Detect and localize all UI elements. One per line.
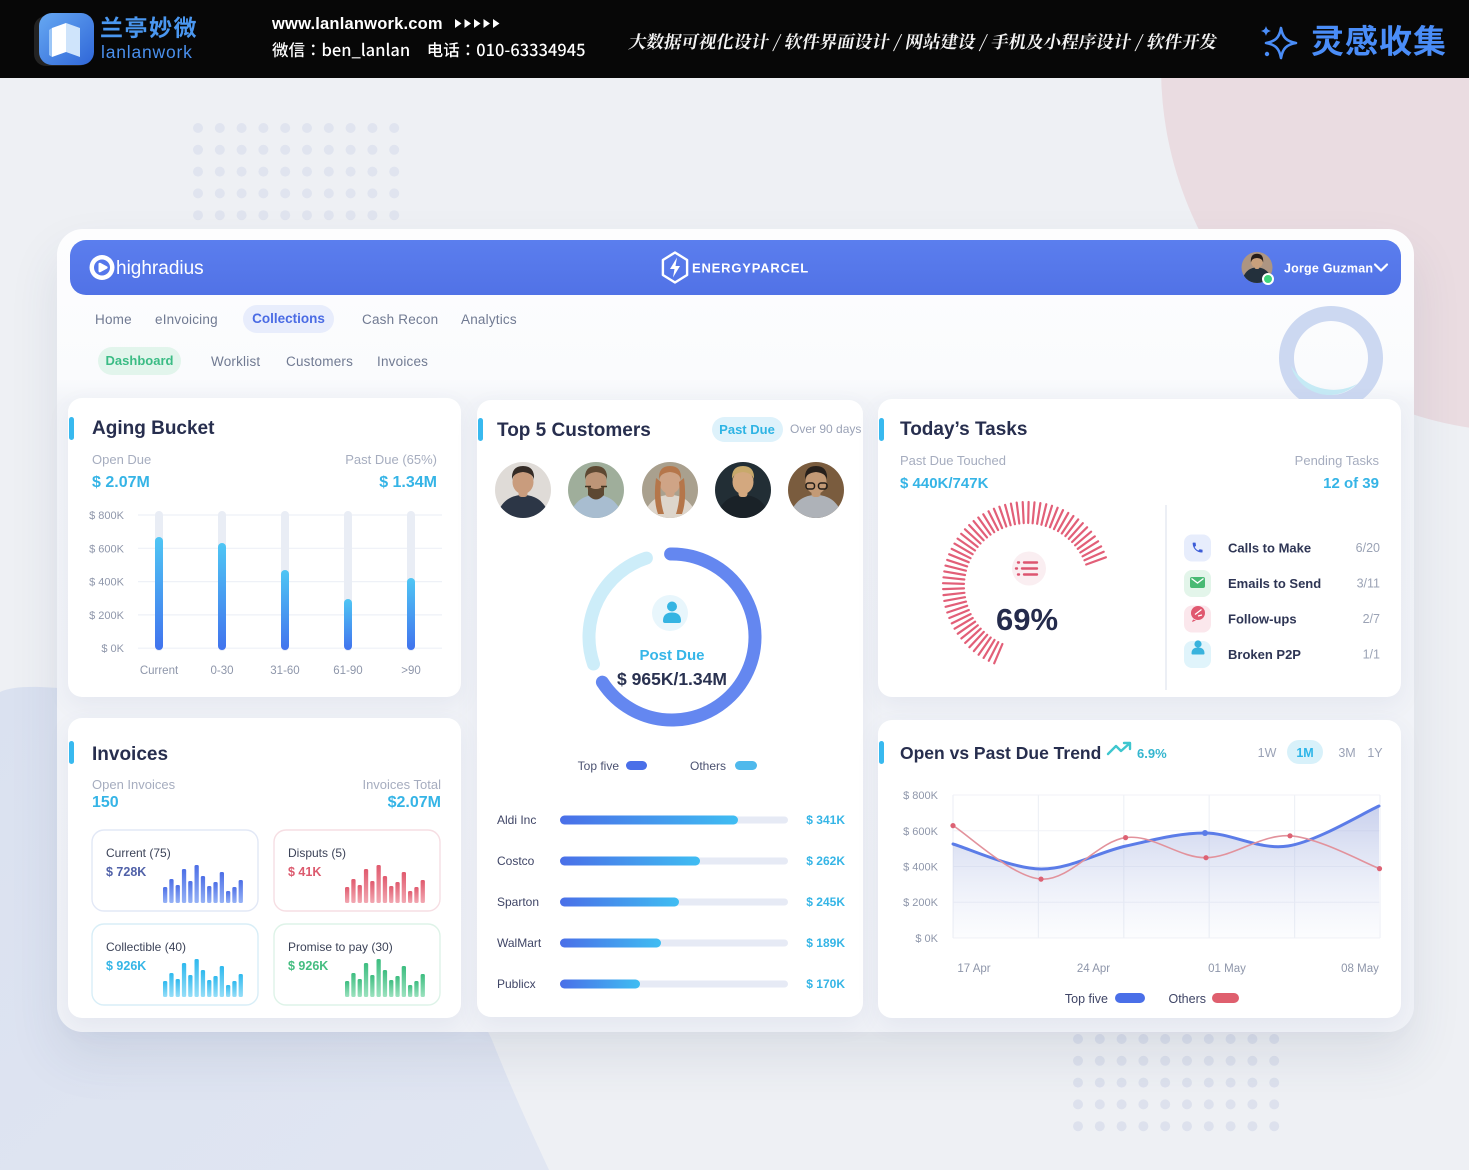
svg-text:Calls to Make: Calls to Make (1228, 541, 1311, 556)
svg-text:Top five: Top five (578, 759, 620, 773)
svg-text:69%: 69% (996, 602, 1058, 637)
svg-text:Disputs (5): Disputs (5) (288, 846, 346, 860)
svg-text:31-60: 31-60 (270, 665, 299, 677)
svg-text:$ 189K: $ 189K (806, 936, 845, 950)
svg-text:lanlanwork: lanlanwork (101, 42, 193, 62)
svg-text:Publicx: Publicx (497, 977, 536, 991)
svg-text:Over 90 days: Over 90 days (790, 422, 861, 436)
svg-text:$ 262K: $ 262K (806, 854, 845, 868)
svg-text:Current: Current (140, 665, 179, 677)
svg-text:$ 200K: $ 200K (89, 610, 125, 622)
svg-text:Emails to Send: Emails to Send (1228, 576, 1321, 591)
svg-text:2/7: 2/7 (1363, 612, 1380, 626)
svg-text:Post Due: Post Due (639, 647, 704, 664)
svg-text:$ 200K: $ 200K (903, 897, 939, 909)
svg-text:Follow-ups: Follow-ups (1228, 612, 1297, 627)
svg-text:$ 400K: $ 400K (89, 577, 125, 589)
svg-text:$ 600K: $ 600K (903, 826, 939, 838)
svg-text:Top five: Top five (1065, 992, 1108, 1006)
svg-text:17 Apr: 17 Apr (957, 963, 990, 975)
svg-text:$ 926K: $ 926K (106, 959, 146, 973)
svg-text:Invoices: Invoices (92, 744, 168, 765)
svg-text:$ 400K: $ 400K (903, 862, 939, 874)
svg-text:$ 440K/747K: $ 440K/747K (900, 475, 989, 492)
svg-text:$ 600K: $ 600K (89, 543, 125, 555)
svg-text:$2.07M: $2.07M (388, 794, 441, 811)
svg-text:$ 341K: $ 341K (806, 813, 845, 827)
svg-text:$ 0K: $ 0K (101, 643, 124, 655)
svg-text:Broken P2P: Broken P2P (1228, 647, 1301, 662)
svg-text:$ 245K: $ 245K (806, 895, 845, 909)
svg-text:Top 5 Customers: Top 5 Customers (497, 420, 651, 441)
svg-text:Sparton: Sparton (497, 895, 539, 909)
svg-text:Aging Bucket: Aging Bucket (92, 418, 215, 439)
svg-text:Invoices Total: Invoices Total (362, 777, 441, 792)
svg-text:Past Due Touched: Past Due Touched (900, 453, 1006, 468)
svg-text:1/1: 1/1 (1363, 648, 1380, 662)
svg-text:$ 800K: $ 800K (89, 510, 125, 522)
svg-text:$ 41K: $ 41K (288, 865, 321, 879)
svg-text:Others: Others (1168, 992, 1206, 1006)
svg-text:1Y: 1Y (1367, 746, 1383, 760)
svg-text:>90: >90 (401, 665, 421, 677)
svg-text:3M: 3M (1338, 746, 1355, 760)
svg-text:$ 1.34M: $ 1.34M (379, 474, 437, 491)
svg-text:01 May: 01 May (1208, 963, 1246, 975)
svg-text:ENERGYPARCEL: ENERGYPARCEL (692, 261, 809, 276)
svg-text:1M: 1M (1296, 746, 1313, 760)
svg-text:$ 926K: $ 926K (288, 959, 328, 973)
svg-text:Others: Others (690, 759, 726, 773)
svg-text:Past Due (65%): Past Due (65%) (345, 452, 437, 467)
svg-text:0-30: 0-30 (210, 665, 233, 677)
svg-text:08 May: 08 May (1341, 963, 1379, 975)
svg-text:Collectible (40): Collectible (40) (106, 940, 186, 954)
svg-text:Aldi Inc: Aldi Inc (497, 813, 536, 827)
svg-text:$ 0K: $ 0K (915, 933, 938, 945)
svg-text:Pending Tasks: Pending Tasks (1295, 453, 1380, 468)
svg-text:Promise to pay (30): Promise to pay (30) (288, 940, 393, 954)
svg-text:$ 170K: $ 170K (806, 977, 845, 991)
svg-text:150: 150 (92, 794, 119, 811)
svg-text:www.lanlanwork.com: www.lanlanwork.com (271, 15, 443, 33)
svg-text:Jorge Guzman: Jorge Guzman (1284, 262, 1373, 276)
svg-text:Past Due: Past Due (719, 422, 775, 437)
svg-text:WalMart: WalMart (497, 936, 542, 950)
svg-text:highradius: highradius (116, 258, 204, 279)
svg-text:Open Due: Open Due (92, 452, 151, 467)
svg-text:$ 728K: $ 728K (106, 865, 146, 879)
svg-text:24 Apr: 24 Apr (1077, 963, 1110, 975)
svg-text:6/20: 6/20 (1356, 541, 1380, 555)
svg-text:Today’s Tasks: Today’s Tasks (900, 419, 1027, 440)
svg-text:6.9%: 6.9% (1137, 746, 1167, 761)
svg-text:61-90: 61-90 (333, 665, 362, 677)
svg-text:12 of 39: 12 of 39 (1323, 475, 1379, 492)
svg-text:1W: 1W (1258, 746, 1277, 760)
svg-text:Current (75): Current (75) (106, 846, 171, 860)
svg-text:Open vs Past Due Trend: Open vs Past Due Trend (900, 743, 1101, 763)
svg-text:Costco: Costco (497, 854, 535, 868)
svg-text:$ 2.07M: $ 2.07M (92, 474, 150, 491)
svg-text:3/11: 3/11 (1357, 577, 1380, 591)
svg-text:Open Invoices: Open Invoices (92, 777, 176, 792)
svg-text:$ 965K/1.34M: $ 965K/1.34M (617, 669, 727, 689)
svg-text:$ 800K: $ 800K (903, 790, 939, 802)
